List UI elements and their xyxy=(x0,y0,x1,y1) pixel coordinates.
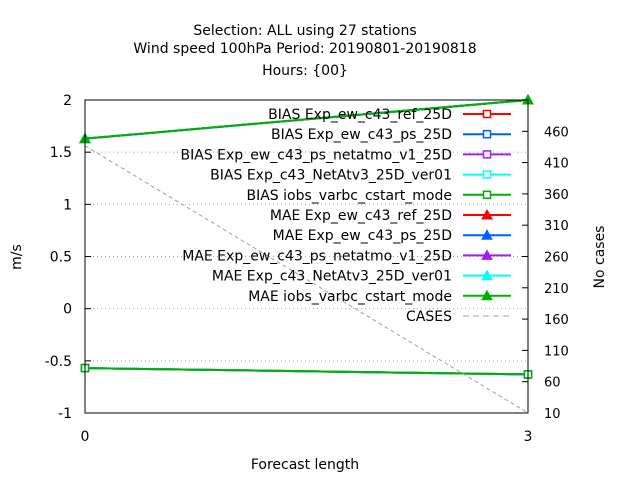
legend-label-9: MAE iobs_varbc_cstart_mode xyxy=(248,289,452,305)
chart-title-line-1: Selection: ALL using 27 stations xyxy=(193,23,416,39)
legend-label-6: MAE Exp_ew_c43_ps_25D xyxy=(273,228,452,244)
y-tick-label-3: 0.5 xyxy=(50,250,72,266)
legend-marker-1 xyxy=(482,129,492,139)
chart-title-line-3: Hours: {00} xyxy=(262,63,348,79)
legend-marker-7 xyxy=(481,249,493,260)
legend-marker-2 xyxy=(482,150,492,159)
legend-label-0: BIAS Exp_ew_c43_ref_25D xyxy=(268,107,452,123)
series-line-10 xyxy=(84,145,529,414)
legend-marker-4 xyxy=(482,190,492,200)
legend-marker-0 xyxy=(482,109,492,119)
series-10 xyxy=(84,145,529,414)
y2-tick-label-2: 110 xyxy=(544,344,569,359)
legend-label-4: BIAS iobs_varbc_cstart_mode xyxy=(247,188,453,204)
y2-axis: 10 60 110 160 210 260 310 360 410 460 xyxy=(522,125,569,422)
legend-label-5: MAE Exp_ew_c43_ref_25D xyxy=(270,208,452,224)
legend-marker-9 xyxy=(481,289,493,301)
legend-marker-8 xyxy=(481,269,493,281)
y-tick-label-6: 2 xyxy=(63,93,72,109)
y2-tick-label-4: 210 xyxy=(544,282,569,297)
y-tick-label-5: 1.5 xyxy=(50,145,72,161)
y2-axis-label: No cases xyxy=(592,226,608,289)
legend: BIAS Exp_ew_c43_ref_25D BIAS Exp_ew_c43_p… xyxy=(181,107,511,325)
y-tick-label-1: -0.5 xyxy=(45,354,72,370)
y-tick-label-2: 0 xyxy=(63,302,72,318)
legend-label-3: BIAS Exp_c43_NetAtv3_25D_ver01 xyxy=(210,168,452,184)
x-tick-label-0: 0 xyxy=(81,429,90,445)
y2-tick-label-1: 60 xyxy=(544,376,561,391)
legend-label-1: BIAS Exp_ew_c43_ps_25D xyxy=(271,127,452,143)
legend-marker-6 xyxy=(481,229,493,240)
y-tick-label-4: 1 xyxy=(63,197,72,213)
legend-marker-5 xyxy=(481,208,493,220)
y2-tick-label-6: 310 xyxy=(544,219,569,234)
y-axis: -1 -0.5 0 0.5 1 1.5 2 xyxy=(45,93,91,422)
y2-tick-label-9: 460 xyxy=(544,125,569,140)
legend-label-8: MAE Exp_c43_NetAtv3_25D_ver01 xyxy=(212,269,452,285)
legend-label-2: BIAS Exp_ew_c43_ps_netatmo_v1_25D xyxy=(181,147,452,163)
y2-tick-label-8: 410 xyxy=(544,157,569,172)
y2-tick-label-7: 360 xyxy=(544,188,569,203)
series-line-4 xyxy=(84,367,529,376)
y-tick-label-0: -1 xyxy=(58,406,72,422)
x-tick-label-1: 3 xyxy=(524,429,533,445)
y2-tick-label-5: 260 xyxy=(544,251,569,266)
chart-title-line-2: Wind speed 100hPa Period: 20190801-20190… xyxy=(133,41,476,57)
y2-tick-label-0: 10 xyxy=(544,407,561,422)
series-4 xyxy=(80,363,533,379)
legend-label-7: MAE Exp_ew_c43_ps_netatmo_v1_25D xyxy=(182,248,452,264)
y2-tick-label-3: 160 xyxy=(544,313,569,328)
x-axis-label: Forecast length xyxy=(251,457,359,473)
legend-marker-3 xyxy=(482,170,492,179)
series-line-9 xyxy=(84,99,529,140)
y-axis-label: m/s xyxy=(9,244,25,270)
legend-label-10: CASES xyxy=(406,309,452,325)
